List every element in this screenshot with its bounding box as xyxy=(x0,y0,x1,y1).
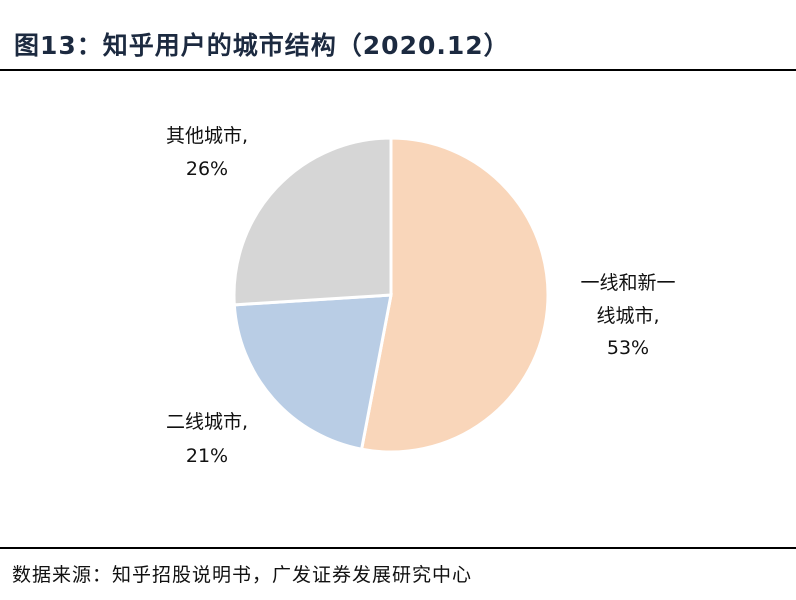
slice-value-label: 26% xyxy=(186,158,228,180)
slice-value-label: 21% xyxy=(186,445,228,467)
slice-label: 一线和新一 xyxy=(580,272,675,294)
pie-slice xyxy=(359,136,550,454)
slice-label: 其他城市, xyxy=(166,125,248,147)
source-divider xyxy=(0,547,796,549)
source-note: 数据来源：知乎招股说明书，广发证券发展研究中心 xyxy=(12,564,473,586)
slice-value-label: 53% xyxy=(607,337,649,359)
pie-slice xyxy=(232,136,393,307)
chart-title: 图13：知乎用户的城市结构（2020.12） xyxy=(14,31,510,60)
slice-label: 线城市, xyxy=(596,305,659,327)
pie-slice xyxy=(232,293,393,451)
slice-label: 二线城市, xyxy=(166,411,248,433)
title-divider xyxy=(0,69,796,71)
